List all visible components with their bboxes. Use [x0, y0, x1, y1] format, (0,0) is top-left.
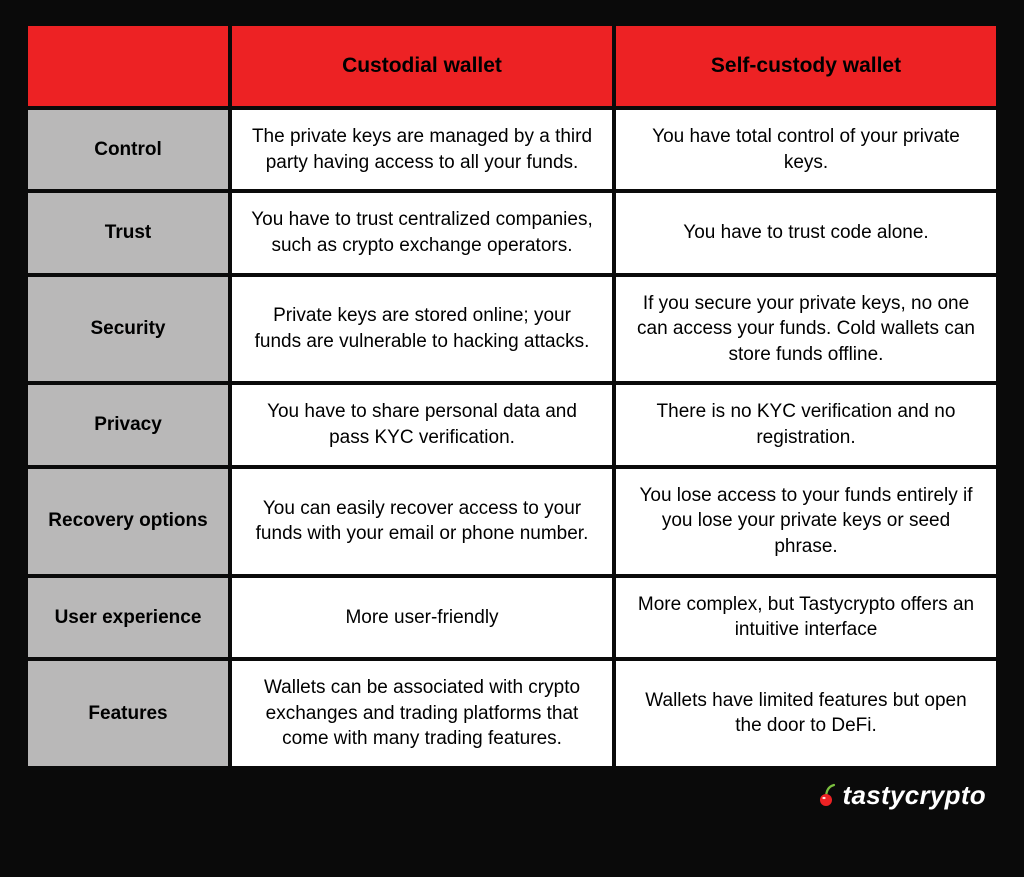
table-row: User experience More user-friendly More …	[28, 578, 996, 657]
header-selfcustody: Self-custody wallet	[616, 26, 996, 106]
table-header-row: Custodial wallet Self-custody wallet	[28, 26, 996, 106]
row-label: Trust	[28, 193, 228, 272]
cell-selfcustody: Wallets have limited features but open t…	[616, 661, 996, 766]
cell-custodial: The private keys are managed by a third …	[232, 110, 612, 189]
cherry-icon	[817, 783, 839, 807]
row-label: Security	[28, 277, 228, 382]
cell-selfcustody: If you secure your private keys, no one …	[616, 277, 996, 382]
cell-selfcustody: More complex, but Tastycrypto offers an …	[616, 578, 996, 657]
cell-custodial: You have to share personal data and pass…	[232, 385, 612, 464]
footer: tastycrypto	[24, 770, 1000, 811]
row-label: Control	[28, 110, 228, 189]
table-row: Recovery options You can easily recover …	[28, 469, 996, 574]
header-blank	[28, 26, 228, 106]
row-label: User experience	[28, 578, 228, 657]
cell-selfcustody: You have to trust code alone.	[616, 193, 996, 272]
cell-custodial: Private keys are stored online; your fun…	[232, 277, 612, 382]
cell-selfcustody: You lose access to your funds entirely i…	[616, 469, 996, 574]
cell-selfcustody: There is no KYC verification and no regi…	[616, 385, 996, 464]
table-row: Control The private keys are managed by …	[28, 110, 996, 189]
brand-name: tastycrypto	[843, 780, 986, 811]
comparison-table: Custodial wallet Self-custody wallet Con…	[24, 22, 1000, 770]
table-row: Features Wallets can be associated with …	[28, 661, 996, 766]
cell-selfcustody: You have total control of your private k…	[616, 110, 996, 189]
header-custodial: Custodial wallet	[232, 26, 612, 106]
row-label: Recovery options	[28, 469, 228, 574]
table-row: Security Private keys are stored online;…	[28, 277, 996, 382]
cell-custodial: You can easily recover access to your fu…	[232, 469, 612, 574]
cell-custodial: More user-friendly	[232, 578, 612, 657]
cell-custodial: You have to trust centralized companies,…	[232, 193, 612, 272]
cell-custodial: Wallets can be associated with crypto ex…	[232, 661, 612, 766]
table-row: Trust You have to trust centralized comp…	[28, 193, 996, 272]
table-row: Privacy You have to share personal data …	[28, 385, 996, 464]
row-label: Features	[28, 661, 228, 766]
row-label: Privacy	[28, 385, 228, 464]
